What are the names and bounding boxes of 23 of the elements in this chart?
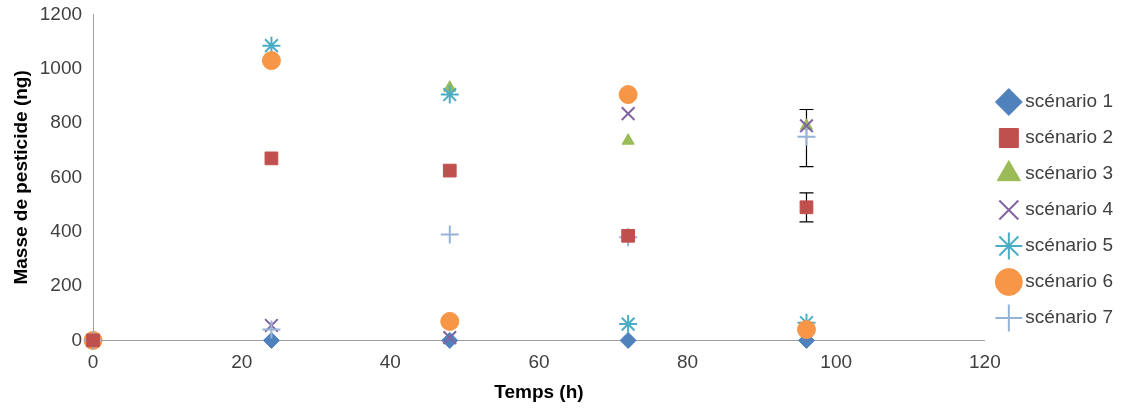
legend-label: scénario 3 <box>1025 162 1114 184</box>
y-tick-label: 1200 <box>39 2 83 24</box>
y-tick-label: 400 <box>50 219 83 241</box>
x-tick-label: 40 <box>379 351 401 373</box>
x-tick-label: 120 <box>968 351 1001 373</box>
legend-label: scénario 6 <box>1025 270 1114 292</box>
y-tick-label: 0 <box>71 328 83 350</box>
y-axis-title: Masse de pesticide (ng) <box>9 70 31 285</box>
x-tick-label: 100 <box>820 351 853 373</box>
legend-label: scénario 4 <box>1025 198 1114 220</box>
legend-label: scénario 2 <box>1025 126 1114 148</box>
y-tick-label: 800 <box>50 111 83 133</box>
y-tick-label: 600 <box>50 165 83 187</box>
y-tick-label: 1000 <box>39 56 83 78</box>
x-tick-label: 80 <box>677 351 699 373</box>
legend-label: scénario 7 <box>1025 306 1114 328</box>
legend-label: scénario 1 <box>1025 90 1114 112</box>
x-axis-title: Temps (h) <box>494 380 584 402</box>
y-tick-label: 200 <box>50 274 83 296</box>
legend-label: scénario 5 <box>1025 234 1114 256</box>
x-tick-label: 20 <box>231 351 253 373</box>
x-tick-label: 60 <box>528 351 550 373</box>
x-tick-label: 0 <box>87 351 99 373</box>
